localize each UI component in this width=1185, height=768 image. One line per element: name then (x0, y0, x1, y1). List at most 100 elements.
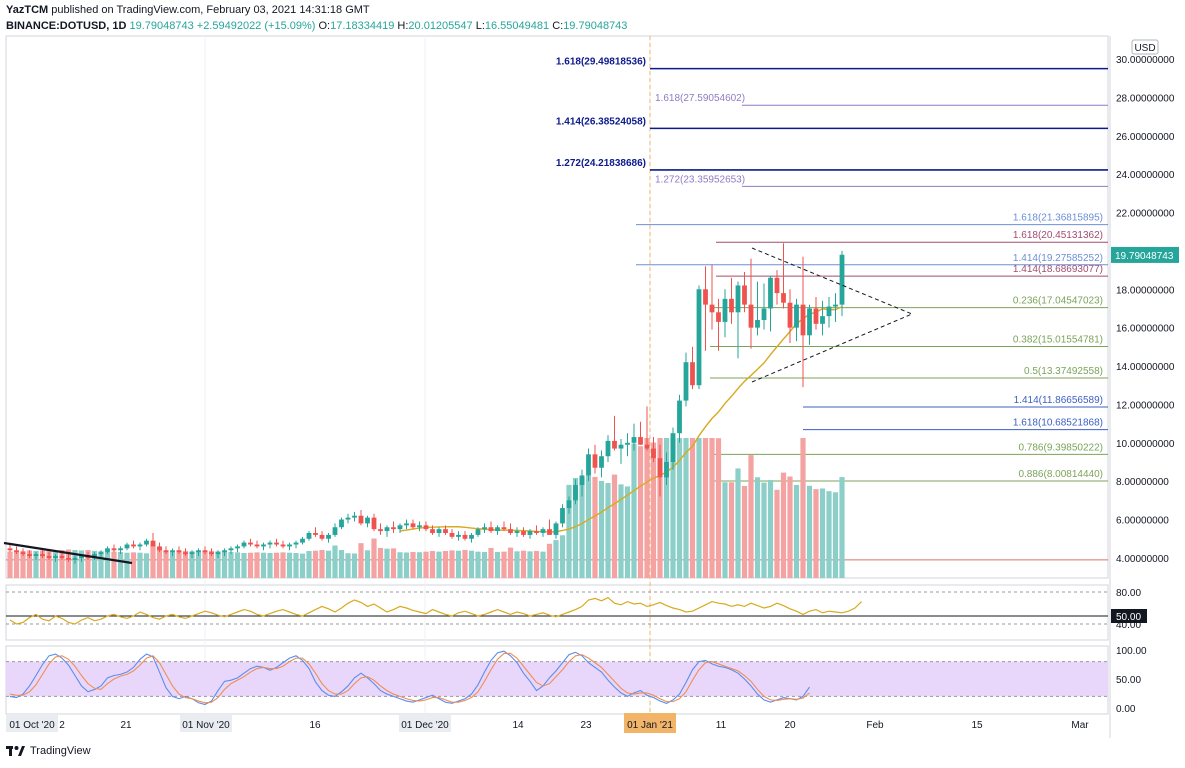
candle (92, 552, 97, 560)
triangle-lower-line (751, 313, 913, 383)
candle-body (20, 552, 26, 555)
fib-label: 0.786(9.39850222) (1018, 442, 1103, 453)
volume-bar (819, 488, 826, 578)
price-tick-label: 10.00000000 (1116, 439, 1175, 450)
volume-bar (410, 551, 416, 578)
volume-bar (358, 543, 364, 578)
candle-body (202, 550, 208, 553)
fib-label: 0.886(8.00814440) (1018, 469, 1103, 480)
candle (449, 529, 455, 539)
candle-body (761, 308, 767, 320)
candle-body (553, 523, 559, 535)
candle-body (664, 461, 669, 478)
volume-bar (702, 438, 709, 578)
candle (131, 540, 136, 549)
candle-body (189, 552, 195, 555)
candle-body (59, 556, 65, 558)
volume-bar (735, 468, 741, 578)
candle-body (781, 293, 786, 303)
candle (46, 552, 52, 560)
candle-body (287, 544, 292, 547)
candle-body (560, 508, 565, 524)
candle-body (631, 437, 637, 443)
candle-body (267, 542, 273, 545)
candle-body (826, 306, 832, 317)
volume-bar (722, 482, 728, 578)
volume-bar (306, 551, 312, 578)
volume-bar (59, 550, 65, 578)
candle (144, 538, 149, 547)
candle-body (365, 517, 370, 524)
candle (27, 550, 32, 558)
footer: TradingView (6, 744, 91, 758)
candle-body (92, 554, 97, 558)
candle-body (293, 542, 299, 545)
open-value: 17.18334419 (330, 20, 395, 32)
chart-header: YazTCM published on TradingView.com, Feb… (6, 2, 1176, 34)
candle-body (345, 517, 351, 520)
x-tick-box (399, 715, 451, 732)
candle (586, 448, 591, 482)
x-tick-highlight (624, 713, 676, 733)
candle-body (404, 523, 409, 526)
ohlc-line: BINANCE:DOTUSD, 1D 19.79048743 +2.594920… (6, 18, 1176, 34)
candle (137, 542, 143, 551)
candle-body (592, 454, 598, 468)
candle (345, 513, 351, 524)
volume-bar (104, 552, 111, 578)
stoch-band-fill (6, 661, 1108, 697)
candle (358, 509, 364, 526)
candle (683, 352, 689, 407)
candle (573, 479, 578, 505)
candle-body (599, 456, 604, 468)
volume-bar (143, 553, 150, 578)
volume-bar (442, 551, 449, 578)
volume-bar (475, 551, 481, 578)
volume-bar (78, 550, 85, 578)
footer-brand[interactable]: TradingView (30, 745, 91, 757)
candle (306, 531, 312, 541)
candle-body (508, 529, 513, 533)
x-tick-label: Mar (1071, 720, 1089, 731)
volume-bar (527, 551, 533, 578)
volume-bars (7, 438, 845, 578)
candle (443, 525, 448, 535)
candle-body (27, 554, 32, 557)
price-tick-label: 28.00000000 (1116, 93, 1175, 104)
candle (833, 293, 838, 322)
candle-body (443, 529, 448, 533)
price-tick-label: 26.00000000 (1116, 132, 1175, 143)
volume-bar (455, 550, 462, 578)
candle-body (371, 517, 377, 530)
tradingview-logo-icon (6, 746, 25, 756)
volume-bar (540, 551, 546, 578)
candle-body (716, 312, 721, 322)
volume-bar (598, 480, 605, 578)
rsi-tick-label: 80.00 (1116, 588, 1141, 599)
volume-bar (800, 438, 806, 578)
candle (371, 513, 377, 532)
candle (423, 521, 429, 532)
x-tick-label: 20 (784, 720, 796, 731)
candle (248, 538, 253, 547)
candle-body (462, 534, 468, 539)
volume-bar (241, 553, 247, 578)
candle-body (742, 285, 747, 305)
volume-bar (676, 438, 683, 578)
volume-bar (247, 552, 254, 578)
candle-body (800, 304, 806, 336)
volume-bar (637, 446, 644, 578)
volume-bar (650, 442, 657, 578)
candle (735, 281, 741, 359)
candle (391, 521, 396, 533)
author-name[interactable]: YazTCM (6, 4, 49, 16)
candle-body (729, 298, 734, 313)
candle (228, 546, 234, 555)
candle (183, 548, 188, 557)
volume-bar (566, 484, 572, 578)
volume-bar (397, 552, 403, 578)
volume-bar (39, 550, 46, 578)
x-tick-label: 11 (716, 720, 727, 731)
price-tick-label: 8.00000000 (1116, 477, 1169, 488)
